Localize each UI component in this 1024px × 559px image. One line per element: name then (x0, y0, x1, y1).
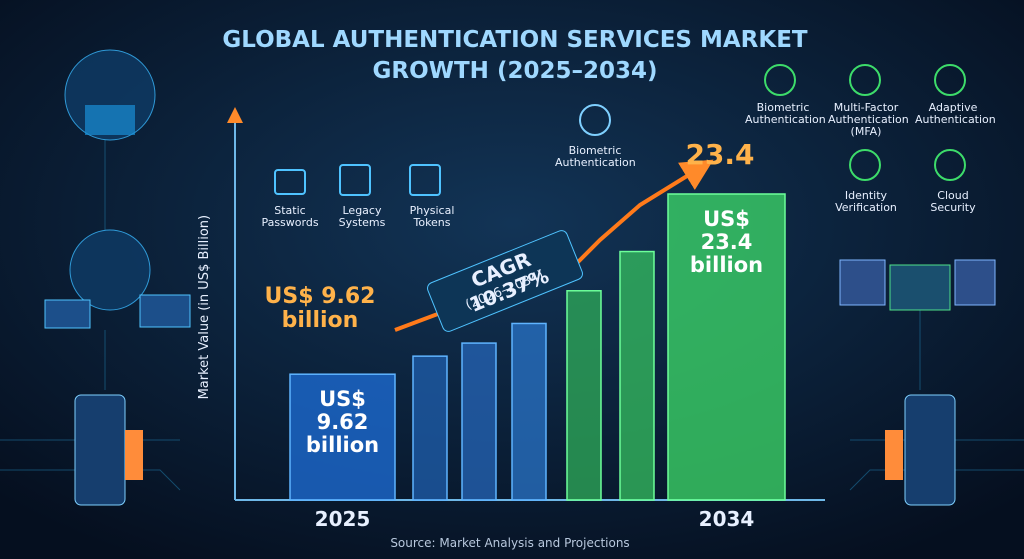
source: Source: Market Analysis and Projections (390, 536, 630, 550)
modern-label: Multi-Factor Authentication (MFA) (828, 101, 909, 139)
legacy-label: Legacy Systems (338, 204, 386, 230)
trend-label: Biometric Authentication (555, 144, 636, 170)
modern-label: Cloud Security (930, 189, 976, 215)
modern-label: Identity Verification (835, 189, 897, 215)
bar (619, 250, 655, 501)
bar (461, 342, 497, 501)
modern-label: Adaptive Authentication (915, 101, 996, 127)
bar (667, 193, 786, 501)
bar (511, 322, 547, 501)
left-illustrations (44, 49, 191, 506)
bar (289, 373, 396, 501)
right-illustrations (839, 259, 996, 506)
value-label: US$ 9.62 billion (305, 387, 380, 458)
legacy-label: Static Passwords (261, 204, 319, 230)
value-label: US$ 23.4 billion (689, 207, 764, 278)
x-tick-label: 2025 (314, 507, 371, 531)
value-callout: US$ 9.62 billion (264, 284, 376, 334)
bar (412, 355, 448, 501)
chart-title: GLOBAL AUTHENTICATION SERVICES MARKET GR… (222, 27, 808, 85)
value-callout: 23.4 (685, 138, 755, 171)
legacy-label: Physical Tokens (409, 204, 455, 230)
bar (566, 290, 602, 501)
y-axis-label: Market Value (in US$ Billion) (196, 214, 212, 400)
x-tick-label: 2034 (698, 507, 755, 531)
cagr-box (427, 230, 583, 332)
icons (274, 64, 966, 196)
modern-label: Biometric Authentication (745, 101, 826, 127)
